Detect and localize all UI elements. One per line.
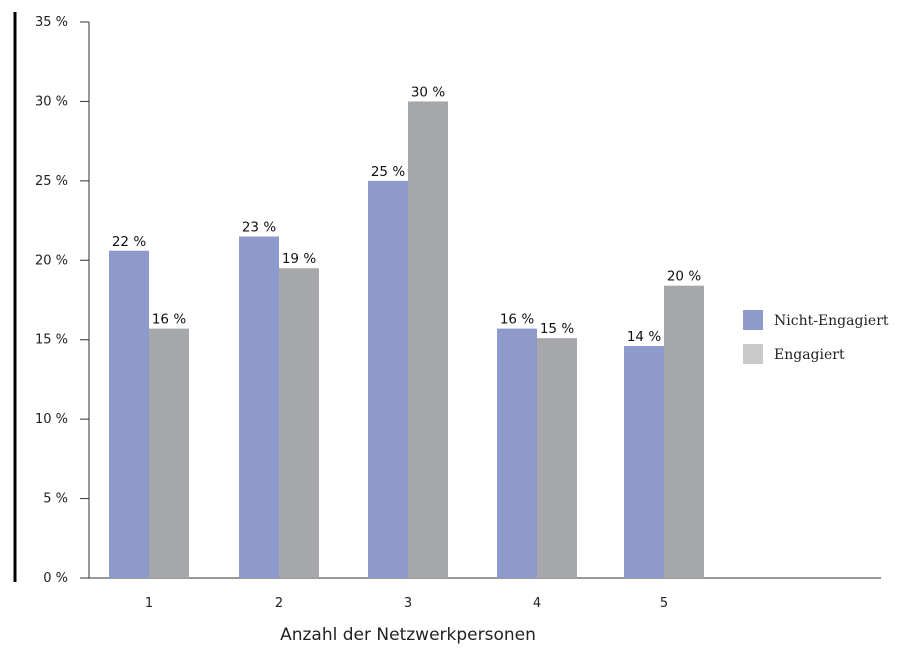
data-label: 22 % bbox=[112, 234, 146, 250]
x-axis-title: Anzahl der Netzwerkpersonen bbox=[280, 625, 536, 645]
data-label: 16 % bbox=[152, 312, 186, 328]
data-label: 30 % bbox=[411, 84, 445, 100]
x-tick-label: 2 bbox=[275, 596, 283, 611]
bar-engagiert-1 bbox=[149, 328, 189, 578]
y-tick-label: 5 % bbox=[43, 492, 68, 507]
bar-engagiert-4 bbox=[537, 338, 577, 578]
data-labels-group: 22 % 16 % 23 % 19 % 25 % 30 % 16 % 15 % 14 % 20 % bbox=[112, 84, 701, 345]
data-label: 16 % bbox=[500, 312, 534, 328]
data-label: 25 % bbox=[371, 164, 405, 180]
bar-nicht-engagiert-2 bbox=[239, 236, 279, 578]
bar-engagiert-2 bbox=[279, 268, 319, 578]
y-tick-label: 20 % bbox=[35, 253, 68, 268]
y-tick-label: 0 % bbox=[43, 571, 68, 586]
data-label: 20 % bbox=[667, 269, 701, 285]
legend: Nicht-Engagiert Engagiert bbox=[743, 310, 889, 364]
data-label: 19 % bbox=[282, 251, 316, 267]
data-label: 15 % bbox=[540, 321, 574, 337]
y-tick-label: 30 % bbox=[35, 94, 68, 109]
bar-nicht-engagiert-4 bbox=[497, 328, 537, 578]
bar-engagiert-3 bbox=[408, 101, 448, 578]
y-tick-label: 25 % bbox=[35, 174, 68, 189]
legend-swatch-nicht-engagiert bbox=[743, 310, 763, 330]
legend-label-engagiert: Engagiert bbox=[774, 347, 845, 363]
x-axis-ticks: 1 2 3 4 5 bbox=[145, 596, 668, 611]
y-axis-ticks: 0 % 5 % 10 % 15 % 20 % 25 % 30 % 35 % bbox=[35, 15, 89, 586]
bar-nicht-engagiert-3 bbox=[368, 180, 408, 578]
x-tick-label: 1 bbox=[145, 596, 153, 611]
x-tick-label: 3 bbox=[404, 596, 412, 611]
bar-nicht-engagiert-1 bbox=[109, 250, 149, 579]
bar-nicht-engagiert-5 bbox=[624, 346, 664, 578]
x-tick-label: 5 bbox=[660, 596, 668, 611]
y-tick-label: 10 % bbox=[35, 412, 68, 427]
bars-group bbox=[109, 101, 704, 579]
x-tick-label: 4 bbox=[533, 596, 541, 611]
legend-label-nicht-engagiert: Nicht-Engagiert bbox=[774, 313, 889, 329]
y-tick-label: 15 % bbox=[35, 333, 68, 348]
y-tick-label: 35 % bbox=[35, 15, 68, 30]
data-label: 14 % bbox=[627, 329, 661, 345]
bar-engagiert-5 bbox=[664, 285, 704, 578]
legend-swatch-engagiert bbox=[743, 344, 763, 364]
data-label: 23 % bbox=[242, 219, 276, 235]
